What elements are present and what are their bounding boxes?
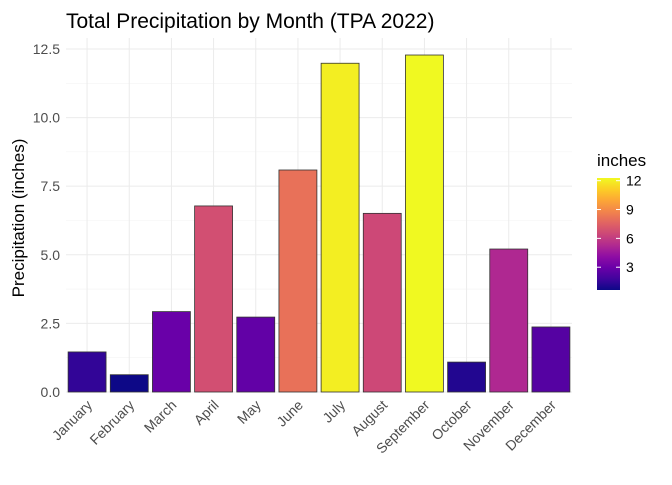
bar <box>531 326 571 393</box>
y-tick-label: 5.0 <box>41 247 61 263</box>
x-tick-label: June <box>273 397 306 430</box>
bar <box>320 62 360 393</box>
x-tick-label: February <box>86 397 137 448</box>
x-tick-label: April <box>191 397 222 428</box>
bar <box>447 361 486 393</box>
legend-title: inches <box>597 151 646 170</box>
x-tick-label: July <box>319 397 348 426</box>
y-axis-label: Precipitation (inches) <box>9 139 28 298</box>
bar <box>152 311 191 393</box>
bar <box>236 316 276 393</box>
color-legend: inches 3 6 9 12 <box>597 151 646 290</box>
x-tick-label: May <box>234 397 264 427</box>
y-tick-label: 7.5 <box>41 178 61 194</box>
bar <box>405 54 444 393</box>
chart-title: Total Precipitation by Month (TPA 2022) <box>66 10 434 33</box>
y-tick-label: 2.5 <box>41 315 61 331</box>
legend-tick-label: 12 <box>626 173 642 189</box>
bars <box>67 54 571 393</box>
y-tick-label: 12.5 <box>33 41 60 57</box>
bar <box>109 374 149 393</box>
y-tick-label: 0.0 <box>41 384 61 400</box>
bar <box>362 212 402 393</box>
y-tick-label: 10.0 <box>33 110 60 126</box>
legend-tick-label: 6 <box>626 230 634 246</box>
y-axis-ticks: 0.0 2.5 5.0 7.5 10.0 12.5 <box>33 41 60 400</box>
legend-tick-label: 9 <box>626 202 634 218</box>
bar <box>278 169 318 393</box>
x-tick-label: March <box>141 397 180 436</box>
bar <box>489 248 529 393</box>
legend-ticks: 3 6 9 12 <box>597 173 642 275</box>
bar <box>194 205 233 393</box>
legend-tick-label: 3 <box>626 259 634 275</box>
bar <box>67 351 107 393</box>
legend-colorbar <box>597 178 620 290</box>
